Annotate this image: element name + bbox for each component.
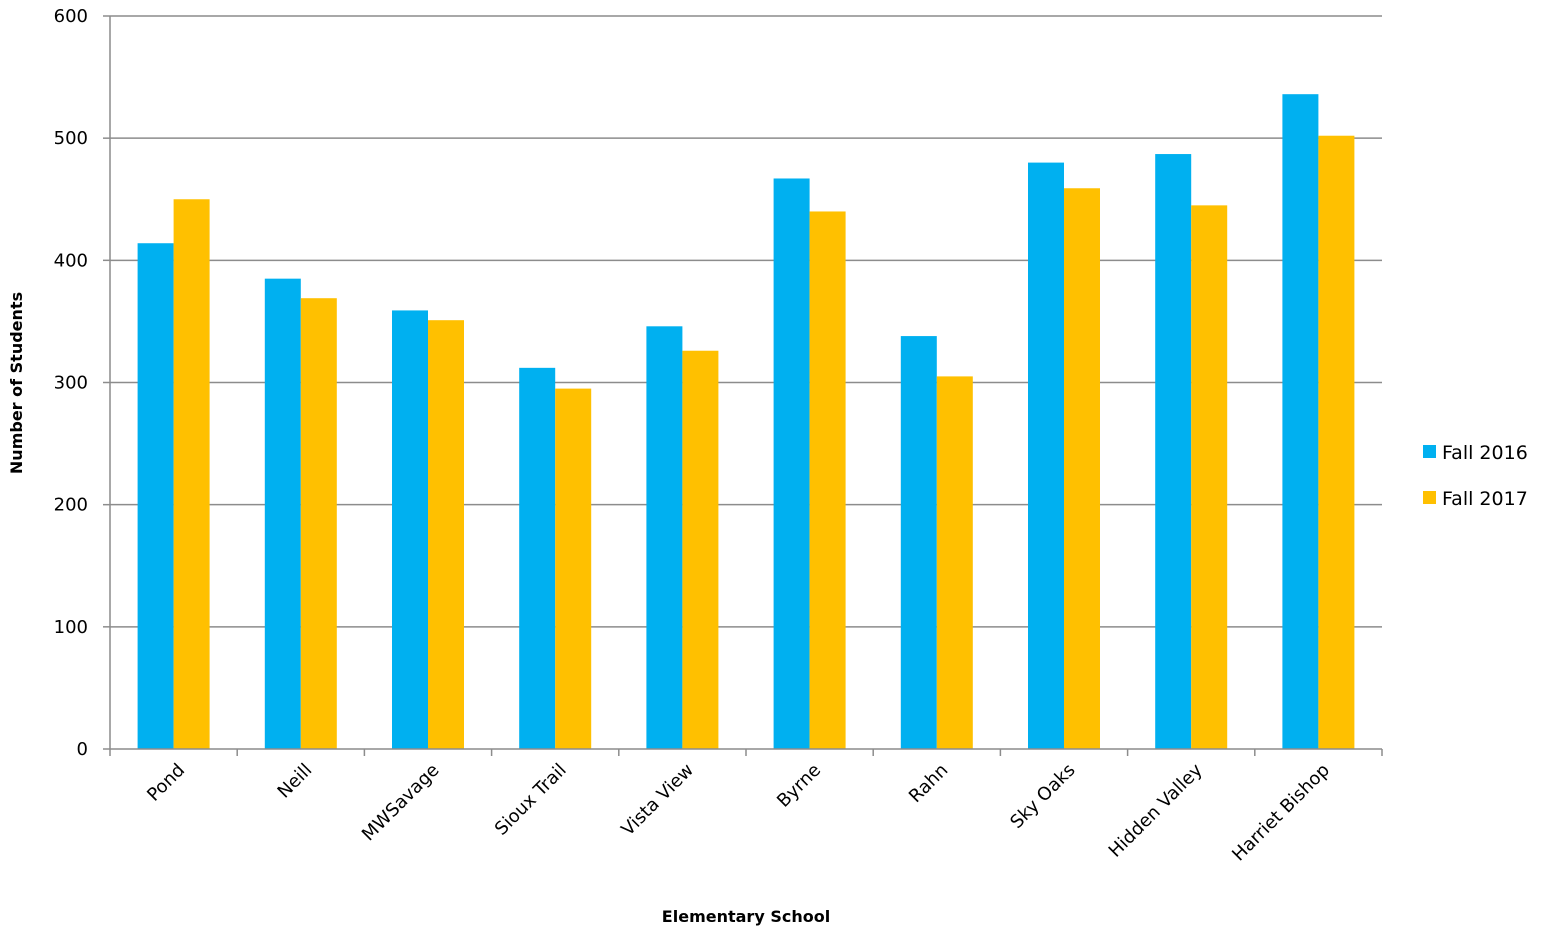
bar bbox=[1155, 154, 1192, 749]
x-tick-label: Pond bbox=[143, 760, 189, 806]
bar bbox=[900, 336, 937, 749]
y-tick-label: 100 bbox=[54, 617, 88, 638]
y-tick-label: 400 bbox=[54, 250, 88, 271]
bar bbox=[1028, 162, 1064, 750]
bar bbox=[1282, 94, 1319, 750]
x-tick-label: Vista View bbox=[617, 760, 697, 840]
bar bbox=[137, 243, 174, 750]
bar bbox=[173, 199, 210, 749]
bar bbox=[300, 298, 337, 749]
x-tick-label: Sioux Trail bbox=[491, 760, 571, 840]
y-tick-label: 0 bbox=[77, 739, 88, 760]
bar bbox=[773, 178, 810, 749]
x-tick-label: Hidden Valley bbox=[1105, 759, 1207, 861]
x-tick-label: Byrne bbox=[773, 760, 825, 812]
bar bbox=[555, 388, 592, 749]
y-tick-label: 500 bbox=[54, 128, 88, 149]
x-tick-labels: Pond Neill MWSavage Sioux Trail Vista View By… bbox=[143, 759, 1334, 865]
bar bbox=[1191, 205, 1228, 749]
y-tick-label: 600 bbox=[54, 6, 88, 27]
bar bbox=[1318, 135, 1355, 749]
legend-swatch bbox=[1423, 445, 1436, 458]
bars bbox=[137, 94, 1355, 750]
y-axis-title: Number of Students bbox=[7, 292, 26, 474]
y-tick-labels: 0 100 200 300 400 500 600 bbox=[54, 6, 88, 760]
x-tick-label: Rahn bbox=[905, 760, 952, 807]
legend-label: Fall 2016 bbox=[1442, 442, 1528, 464]
bar bbox=[519, 367, 556, 749]
axes bbox=[103, 15, 1383, 756]
bar bbox=[264, 278, 301, 749]
x-tick-label: Harriet Bishop bbox=[1228, 760, 1334, 866]
bar bbox=[1064, 188, 1100, 749]
y-tick-label: 300 bbox=[54, 373, 88, 394]
bar bbox=[428, 320, 464, 749]
bar bbox=[392, 310, 428, 749]
x-axis-title: Elementary School bbox=[662, 907, 830, 926]
legend-label: Fall 2017 bbox=[1442, 488, 1528, 510]
x-tick-label: Neill bbox=[274, 760, 317, 803]
legend-swatch bbox=[1423, 491, 1436, 504]
x-tick-label: MWSavage bbox=[358, 760, 444, 846]
bar bbox=[646, 326, 683, 749]
bar bbox=[936, 376, 973, 749]
y-tick-label: 200 bbox=[54, 495, 88, 516]
x-tick-label: Sky Oaks bbox=[1006, 760, 1079, 833]
legend: Fall 2016 Fall 2017 bbox=[1423, 442, 1528, 510]
bar bbox=[809, 211, 846, 749]
bar bbox=[682, 350, 719, 749]
